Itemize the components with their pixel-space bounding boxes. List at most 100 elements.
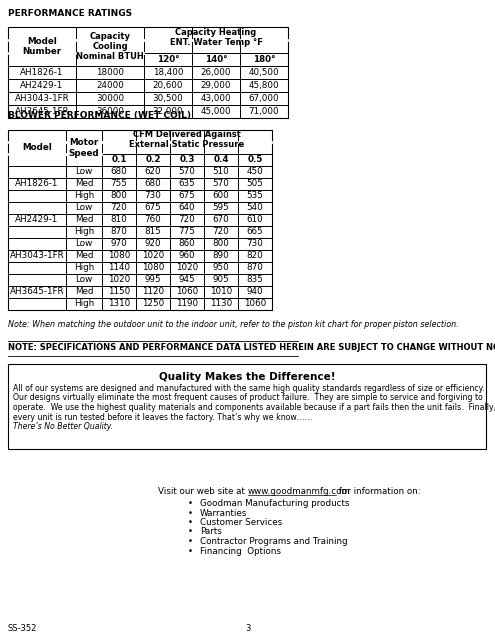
Bar bbox=[8, 130, 272, 310]
Text: 950: 950 bbox=[213, 264, 229, 273]
Text: AH3043-1FR: AH3043-1FR bbox=[9, 252, 64, 260]
Text: Financing  Options: Financing Options bbox=[200, 547, 281, 556]
Text: AH2429-1: AH2429-1 bbox=[15, 216, 58, 225]
Text: 67,000: 67,000 bbox=[248, 94, 279, 103]
Text: 960: 960 bbox=[179, 252, 196, 260]
Text: Med: Med bbox=[75, 287, 93, 296]
Text: 1250: 1250 bbox=[142, 300, 164, 308]
Text: Med: Med bbox=[75, 252, 93, 260]
Text: 1190: 1190 bbox=[176, 300, 198, 308]
Text: 1120: 1120 bbox=[142, 287, 164, 296]
Text: 570: 570 bbox=[179, 168, 196, 177]
Text: Low: Low bbox=[75, 168, 93, 177]
Text: 36000: 36000 bbox=[96, 107, 124, 116]
Text: High: High bbox=[74, 300, 94, 308]
Text: 720: 720 bbox=[213, 227, 229, 237]
Text: 775: 775 bbox=[179, 227, 196, 237]
Text: High: High bbox=[74, 227, 94, 237]
Text: Low: Low bbox=[75, 275, 93, 285]
Text: 43,000: 43,000 bbox=[200, 94, 231, 103]
Text: 675: 675 bbox=[179, 191, 196, 200]
Text: operate.  We use the highest quality materials and components available because : operate. We use the highest quality mate… bbox=[13, 403, 495, 412]
Text: All of our systems are designed and manufactured with the same high quality stan: All of our systems are designed and manu… bbox=[13, 384, 485, 393]
Text: •: • bbox=[188, 537, 193, 546]
Text: There’s No Better Quality.: There’s No Better Quality. bbox=[13, 422, 113, 431]
Text: Parts: Parts bbox=[200, 527, 222, 536]
Text: 71,000: 71,000 bbox=[248, 107, 279, 116]
Text: 45,000: 45,000 bbox=[200, 107, 231, 116]
Text: Warranties: Warranties bbox=[200, 509, 248, 518]
Text: PERFORMANCE RATINGS: PERFORMANCE RATINGS bbox=[8, 9, 132, 18]
Text: •: • bbox=[188, 499, 193, 508]
Text: 1310: 1310 bbox=[108, 300, 130, 308]
Text: 720: 720 bbox=[179, 216, 196, 225]
Text: 1020: 1020 bbox=[108, 275, 130, 285]
Text: 860: 860 bbox=[179, 239, 196, 248]
Text: 1080: 1080 bbox=[108, 252, 130, 260]
Text: 540: 540 bbox=[247, 204, 263, 212]
Text: 1020: 1020 bbox=[176, 264, 198, 273]
Text: 755: 755 bbox=[110, 179, 127, 189]
Text: 24000: 24000 bbox=[96, 81, 124, 90]
Text: 665: 665 bbox=[247, 227, 263, 237]
Text: 595: 595 bbox=[213, 204, 229, 212]
Text: 810: 810 bbox=[110, 216, 127, 225]
Text: 0.4: 0.4 bbox=[213, 156, 229, 164]
Text: 180°: 180° bbox=[253, 55, 275, 64]
Text: AH3645-1FR: AH3645-1FR bbox=[10, 287, 64, 296]
Text: Capacity Heating
ENT. Water Temp °F: Capacity Heating ENT. Water Temp °F bbox=[170, 28, 262, 47]
Text: for information on:: for information on: bbox=[336, 487, 421, 496]
Bar bbox=[8, 27, 288, 118]
Text: 1060: 1060 bbox=[176, 287, 198, 296]
Text: Low: Low bbox=[75, 239, 93, 248]
Text: Contractor Programs and Training: Contractor Programs and Training bbox=[200, 537, 347, 546]
Text: 730: 730 bbox=[145, 191, 161, 200]
Text: SS-352: SS-352 bbox=[8, 624, 38, 633]
Text: 800: 800 bbox=[110, 191, 127, 200]
Bar bbox=[8, 364, 486, 449]
Text: 680: 680 bbox=[110, 168, 127, 177]
Text: Our designs virtually eliminate the most frequent causes of product failure.  Th: Our designs virtually eliminate the most… bbox=[13, 394, 483, 403]
Text: 3: 3 bbox=[246, 624, 250, 633]
Text: AH1826-1: AH1826-1 bbox=[15, 179, 59, 189]
Text: Note: When matching the outdoor unit to the indoor unit, refer to the piston kit: Note: When matching the outdoor unit to … bbox=[8, 320, 459, 329]
Text: 620: 620 bbox=[145, 168, 161, 177]
Text: 535: 535 bbox=[247, 191, 263, 200]
Text: 890: 890 bbox=[213, 252, 229, 260]
Text: 675: 675 bbox=[145, 204, 161, 212]
Text: 820: 820 bbox=[247, 252, 263, 260]
Text: 32,000: 32,000 bbox=[152, 107, 183, 116]
Text: 995: 995 bbox=[145, 275, 161, 285]
Text: 510: 510 bbox=[213, 168, 229, 177]
Text: Customer Services: Customer Services bbox=[200, 518, 282, 527]
Text: 140°: 140° bbox=[205, 55, 227, 64]
Text: 1060: 1060 bbox=[244, 300, 266, 308]
Text: AH2429-1: AH2429-1 bbox=[20, 81, 64, 90]
Text: 0.1: 0.1 bbox=[111, 156, 127, 164]
Text: Med: Med bbox=[75, 179, 93, 189]
Text: Capacity
Cooling
Nominal BTUH: Capacity Cooling Nominal BTUH bbox=[76, 31, 144, 61]
Text: AH1826-1: AH1826-1 bbox=[20, 68, 64, 77]
Text: 920: 920 bbox=[145, 239, 161, 248]
Text: •: • bbox=[188, 509, 193, 518]
Text: •: • bbox=[188, 527, 193, 536]
Text: www.goodmanmfg.com: www.goodmanmfg.com bbox=[248, 487, 351, 496]
Text: 815: 815 bbox=[145, 227, 161, 237]
Text: 120°: 120° bbox=[157, 55, 179, 64]
Text: Model: Model bbox=[22, 143, 52, 152]
Text: NOTE: SPECIFICATIONS AND PERFORMANCE DATA LISTED HEREIN ARE SUBJECT TO CHANGE WI: NOTE: SPECIFICATIONS AND PERFORMANCE DAT… bbox=[8, 343, 495, 352]
Text: 905: 905 bbox=[213, 275, 229, 285]
Text: 45,800: 45,800 bbox=[248, 81, 279, 90]
Text: Low: Low bbox=[75, 204, 93, 212]
Text: 670: 670 bbox=[213, 216, 229, 225]
Text: 29,000: 29,000 bbox=[201, 81, 231, 90]
Text: 1080: 1080 bbox=[142, 264, 164, 273]
Text: 30,500: 30,500 bbox=[152, 94, 183, 103]
Text: 800: 800 bbox=[212, 239, 230, 248]
Text: 20,600: 20,600 bbox=[153, 81, 183, 90]
Text: 570: 570 bbox=[212, 179, 230, 189]
Text: 18000: 18000 bbox=[96, 68, 124, 77]
Text: 945: 945 bbox=[179, 275, 196, 285]
Text: 30000: 30000 bbox=[96, 94, 124, 103]
Text: Motor
Speed: Motor Speed bbox=[69, 138, 99, 157]
